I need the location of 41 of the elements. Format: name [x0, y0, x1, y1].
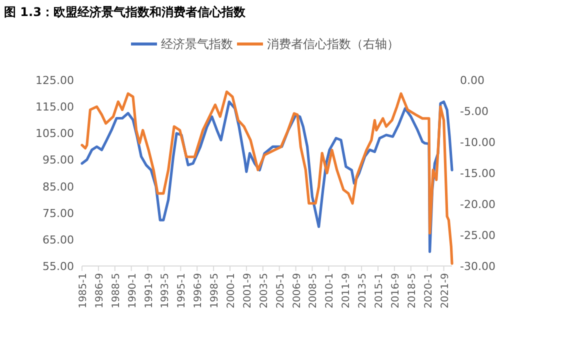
- x-tick-label: 1993-5: [160, 273, 172, 308]
- y-tick-label: 115.00: [36, 100, 74, 114]
- legend-label: 经济景气指数: [161, 37, 233, 51]
- x-tick-label: 2015-1: [374, 273, 385, 308]
- x-tick-label: 2010-1: [324, 273, 336, 308]
- x-tick-label: 1995-1: [176, 273, 188, 308]
- x-tick-label: 2016-9: [390, 273, 402, 308]
- x-tick-label: 2020-1: [423, 273, 434, 308]
- y-tick-label: 65.00: [42, 233, 74, 246]
- x-tick-label: 2018-5: [406, 273, 418, 308]
- x-tick-label: 2005-1: [275, 273, 286, 308]
- x-tick-label: 2011-9: [341, 273, 352, 308]
- x-tick-label: 1991-9: [144, 273, 155, 308]
- x-tick-label: 2008-5: [308, 273, 320, 308]
- x-tick-label: 1986-9: [94, 273, 106, 308]
- y2-tick-label: -20.00: [460, 198, 496, 211]
- x-tick-label: 2006-9: [292, 273, 303, 308]
- legend-label: 消费者信心指数（右轴）: [267, 37, 399, 51]
- x-tick-label: 1998-5: [210, 273, 221, 308]
- y2-tick-label: 0.00: [460, 74, 484, 87]
- x-tick-label: 1988-5: [110, 273, 122, 308]
- y2-tick-label: -5.00: [460, 105, 488, 118]
- y2-tick-label: -15.00: [460, 167, 496, 180]
- y-tick-label: 55.00: [42, 260, 74, 273]
- x-tick-label: 2021-9: [440, 273, 451, 308]
- y-tick-label: 125.00: [36, 74, 74, 87]
- y-tick-label: 105.00: [36, 127, 74, 140]
- y-tick-label: 95.00: [42, 154, 74, 167]
- x-tick-label: 1990-1: [127, 273, 138, 308]
- x-tick-label: 1985-1: [78, 273, 89, 308]
- x-tick-label: 1996-9: [193, 273, 204, 308]
- chart-title: 图 1.3：欧盟经济景气指数和消费者信心指数: [4, 5, 246, 19]
- y2-tick-label: -30.00: [460, 260, 496, 273]
- y-tick-label: 75.00: [42, 206, 74, 220]
- y2-tick-label: -25.00: [460, 229, 496, 242]
- x-tick-label: 2001-9: [242, 273, 254, 308]
- x-tick-label: 2003-5: [258, 273, 270, 308]
- x-tick-label: 2000-1: [226, 273, 237, 308]
- x-tick-label: 2013-5: [358, 273, 369, 308]
- y2-tick-label: -10.00: [460, 136, 496, 149]
- y-tick-label: 85.00: [42, 180, 74, 194]
